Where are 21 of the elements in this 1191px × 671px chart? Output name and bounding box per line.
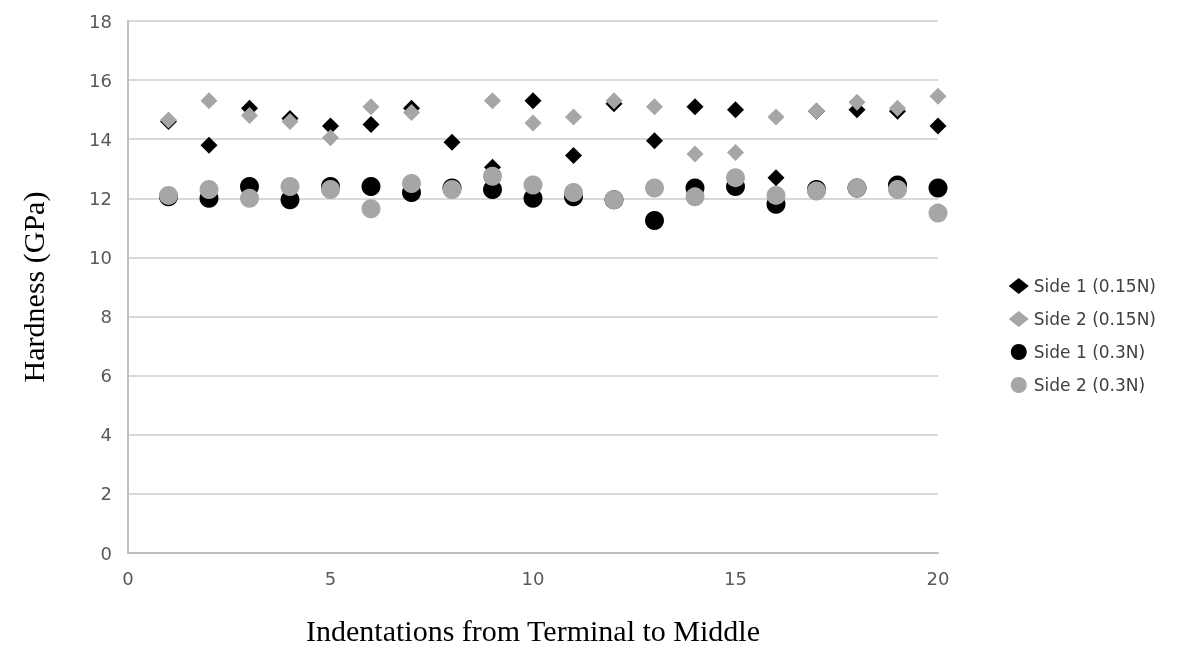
x-tick-label: 15: [724, 567, 747, 589]
x-tick-label: 10: [521, 567, 545, 589]
y-tick-label: 14: [89, 128, 112, 150]
x-axis-title: Indentations from Terminal to Middle: [306, 613, 760, 647]
x-tick-label: 0: [122, 567, 134, 589]
y-tick-label: 18: [89, 10, 112, 32]
legend-label: Side 2 (0.3N): [1033, 375, 1146, 395]
y-tick-label: 2: [100, 483, 112, 505]
legend-label: Side 2 (0.15N): [1033, 309, 1157, 329]
x-tick-label: 5: [324, 567, 337, 589]
y-tick-label: 4: [100, 424, 112, 446]
x-tick-label: 20: [926, 567, 950, 589]
y-tick-label: 10: [89, 246, 112, 268]
legend-label: Side 1 (0.15N): [1033, 276, 1157, 296]
y-tick-label: 12: [89, 187, 112, 209]
y-tick-label: 16: [89, 69, 112, 91]
y-tick-label: 6: [100, 365, 112, 387]
y-tick-label: 8: [100, 306, 112, 328]
y-axis-title: Hardness (GPa): [16, 191, 51, 383]
y-tick-label: 0: [100, 542, 112, 564]
legend-label: Side 1 (0.3N): [1033, 342, 1146, 362]
